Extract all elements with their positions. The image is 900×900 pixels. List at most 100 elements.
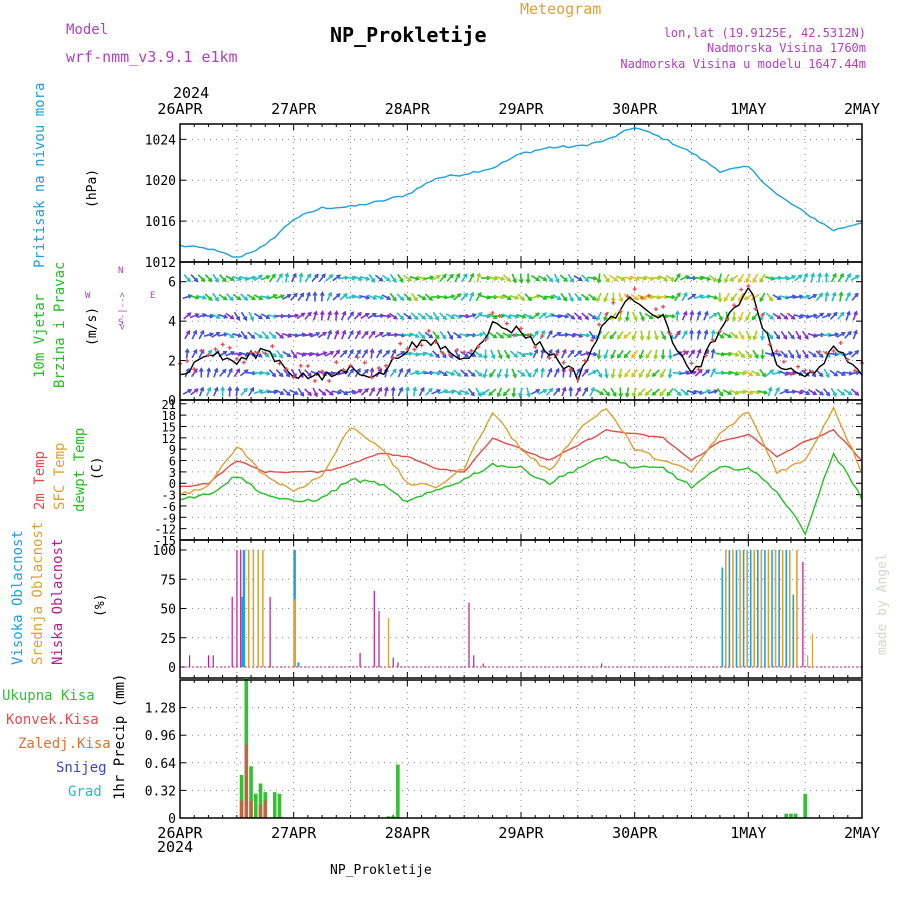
wind-arrow [745,273,751,283]
wind-arrow-head [286,391,291,397]
wind-arrow-head [415,333,420,338]
wind-arrow [738,311,744,321]
wind-arrow-head [349,368,355,373]
y-tick-label: 12 [162,432,176,446]
wind-arrow-head [357,311,362,317]
wind-arrow-head [624,392,630,398]
wind-arrow-head [208,296,213,301]
wind-arrow-head [713,389,719,394]
wind-arrow [802,273,808,283]
wind-arrow [609,312,617,320]
wind-arrow-head [237,276,243,281]
wind-arrow [626,311,629,321]
wind-arrow-head [422,351,428,357]
wind-arrows [182,272,861,398]
wind-arrow [581,274,589,282]
wind-arrow [418,387,425,397]
wind-arrow-head [313,310,318,316]
wind-arrow-head [817,272,823,278]
wind-arrow-head [184,348,190,353]
wind-arrow-head [308,332,314,338]
wind-arrow [744,293,753,301]
wind-arrow [780,330,788,340]
precip-legend-item: Snijeg [56,760,107,776]
pressure-unit: (hPa) [85,169,100,208]
wind-arrow [260,313,270,319]
wind-arrow [353,389,362,395]
wind-arrow [617,330,624,340]
wind-arrow-head [306,291,311,297]
wind-arrow [260,390,270,394]
wind-arrow [452,389,462,395]
wind-arrow-head [349,348,354,354]
wind-arrow-head [294,313,300,319]
wind-arrow [403,293,412,301]
wind-arrow [752,349,759,359]
wind-arrow-head [617,316,623,322]
wind-arrow-head [831,291,837,297]
wind-arrow [375,387,382,397]
wind-arrow-head [747,353,753,359]
wind-arrow-head [569,297,574,303]
y-tick-label: 15 [162,420,176,434]
cloud-bar [739,550,741,667]
wind-arrow [396,293,405,301]
wind-arrow-head [479,332,485,338]
wind-arrow [409,275,419,281]
wind-arrow [780,350,788,358]
wind-arrow-head [469,291,475,297]
wind-arrow-head [229,315,235,320]
wind-arrow [454,349,460,359]
wind-arrow [347,368,354,378]
wind-key-arrow: <--|--> [118,291,128,330]
wind-arrow-head [540,367,545,373]
wind-arrow [837,273,844,283]
wind-arrow [850,275,860,281]
wind-arrow [831,292,836,302]
wind-arrow-head [292,272,297,278]
wind-arrow-head [198,367,204,372]
wind-arrow [800,295,810,299]
wind-arrow-head [637,391,643,397]
wind-arrow [546,368,553,378]
wind-arrow-head [810,272,816,278]
wind-arrow-head [556,295,562,300]
wind-arrow [341,330,346,340]
wind-arrow-head [730,296,735,302]
wind-arrow [219,274,227,282]
wind-arrow-head [593,351,598,357]
wind-arrow-head [833,372,839,377]
wind-arrow [397,387,403,397]
cloud-panel: 0 25 50 75 100 [153,539,863,679]
wind-arrow [738,330,745,340]
wind-arrow [389,273,397,283]
wind-arrow [815,388,824,396]
wind-arrow-head [584,296,590,301]
wind-arrow [312,311,318,321]
wind-arrow [376,349,382,359]
wind-arrow-head [846,310,851,316]
wind-arrow-head [209,332,215,337]
wind-arrow [567,273,574,283]
precip-legend-item: Zaledj.Kisa [18,736,111,752]
wind-arrow-head [319,291,325,296]
pressure-panel: 1012 1016 1020 1024 [145,123,863,271]
wind-arrow [729,370,739,376]
meteogram-label: Meteogram [520,0,601,18]
wind-arrow-head [818,292,824,298]
wind-arrow [597,273,601,283]
wind-arrow-head [783,353,789,359]
wind-arrow [653,330,658,340]
wind-arrow-head [569,278,575,283]
precip-bar [789,813,793,818]
cloud-bar [242,550,246,667]
wind-arrow-head [584,368,589,374]
wind-arrow-head [482,373,488,379]
wind-arrow-head [187,389,193,394]
wind-arrow-head [603,354,608,360]
wind-arrow [368,331,376,339]
cloud-bar [473,655,475,667]
wind-title-2: Brzina i Pravac [52,262,68,388]
wind-arrow [537,275,547,281]
wind-arrow [573,332,583,338]
